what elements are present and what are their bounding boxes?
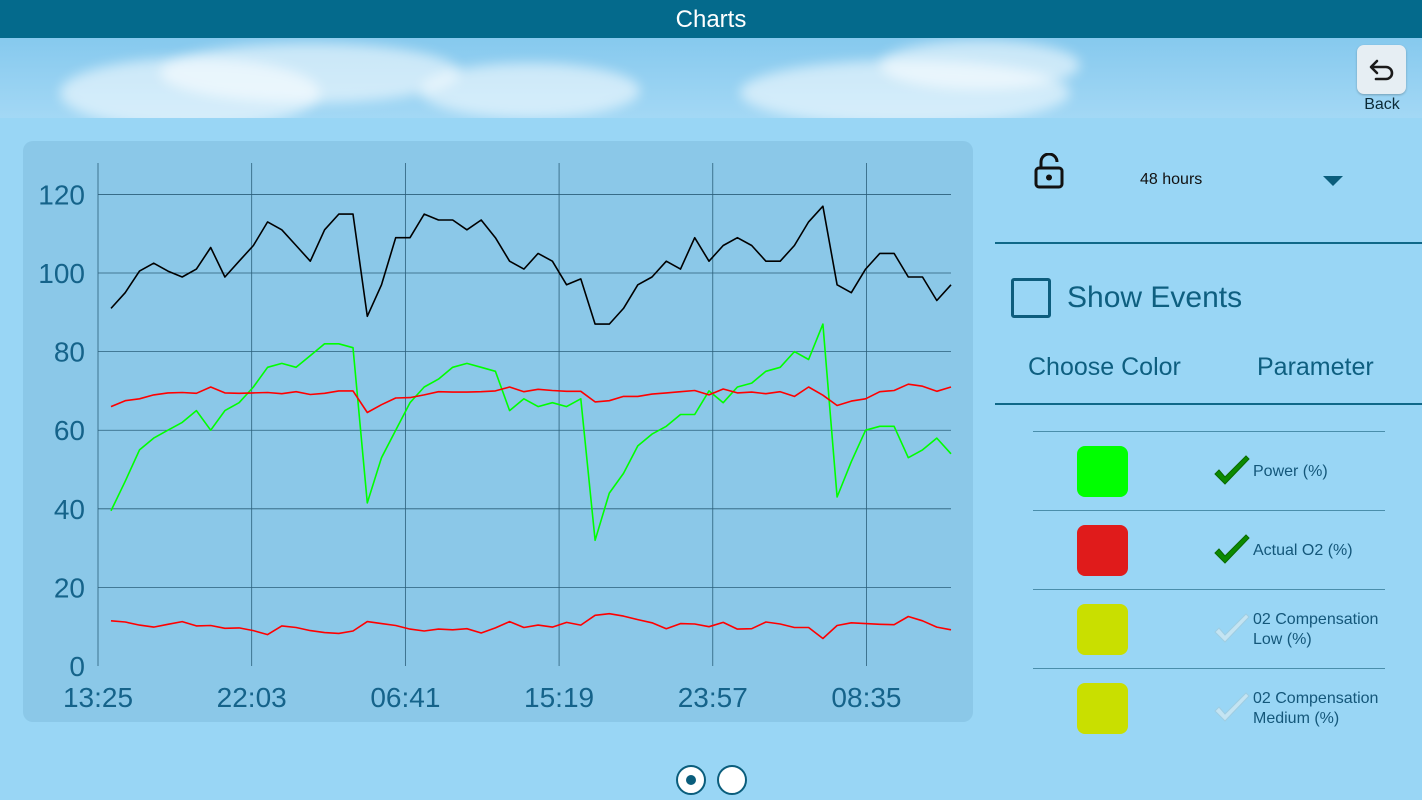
back-arrow-icon xyxy=(1369,59,1393,80)
parameter-header: Parameter xyxy=(1257,353,1374,381)
page-title: Charts xyxy=(675,6,747,33)
choose-color-header: Choose Color xyxy=(1028,353,1181,381)
sky-banner xyxy=(0,38,1422,118)
y-tick-label: 20 xyxy=(54,572,85,603)
back-button[interactable] xyxy=(1357,45,1406,94)
title-bar: Charts xyxy=(0,0,1422,38)
parameter-label: Actual O2 (%) xyxy=(1253,542,1353,559)
parameter-label: 02 Compensation Low (%) xyxy=(1253,611,1379,648)
x-tick-label: 23:57 xyxy=(678,682,748,713)
checkmark-icon[interactable] xyxy=(1212,612,1252,648)
page-dot-1[interactable] xyxy=(676,765,706,795)
parameter-row: 02 Compensation Medium (%) xyxy=(1033,668,1385,747)
y-tick-label: 120 xyxy=(38,179,85,210)
color-swatch[interactable] xyxy=(1077,525,1128,576)
series-line-1 xyxy=(110,205,952,325)
checkmark-icon[interactable] xyxy=(1212,691,1252,727)
back-label: Back xyxy=(1364,96,1400,113)
x-tick-label: 22:03 xyxy=(217,682,287,713)
parameter-label: Power (%) xyxy=(1253,463,1328,480)
page-indicator xyxy=(674,765,748,795)
series-line-2 xyxy=(110,323,952,542)
color-swatch[interactable] xyxy=(1077,683,1128,734)
color-swatch[interactable] xyxy=(1077,604,1128,655)
time-range-dropdown[interactable]: 48 hours xyxy=(1090,160,1372,200)
series-line-4 xyxy=(110,612,952,640)
checkmark-icon[interactable] xyxy=(1212,454,1252,490)
y-tick-label: 100 xyxy=(38,258,85,289)
divider xyxy=(995,242,1422,244)
parameter-row: Power (%) xyxy=(1033,431,1385,510)
unlock-icon[interactable] xyxy=(1033,153,1067,189)
chevron-down-icon xyxy=(1323,176,1343,186)
x-tick-label: 06:41 xyxy=(370,682,440,713)
y-tick-label: 60 xyxy=(54,415,85,446)
y-tick-label: 40 xyxy=(54,494,85,525)
divider xyxy=(995,403,1422,405)
x-tick-label: 13:25 xyxy=(63,682,133,713)
parameter-row: Actual O2 (%) xyxy=(1033,510,1385,589)
chart-panel: 0 20 40 60 80 100 120 13:25 22:03 06:41 15:19 23:57… xyxy=(23,141,973,722)
time-range-value: 48 hours xyxy=(1140,171,1203,188)
color-swatch[interactable] xyxy=(1077,446,1128,497)
y-tick-label: 80 xyxy=(54,337,85,368)
checkmark-icon[interactable] xyxy=(1212,533,1252,569)
show-events-label: Show Events xyxy=(1067,281,1243,314)
series-line-3 xyxy=(110,383,952,414)
line-chart: 0 20 40 60 80 100 120 13:25 22:03 06:41 15:19 23:57… xyxy=(38,163,952,713)
x-tick-label: 08:35 xyxy=(831,682,901,713)
page-dot-2[interactable] xyxy=(717,765,747,795)
show-events-checkbox[interactable] xyxy=(1011,278,1051,318)
x-tick-label: 15:19 xyxy=(524,682,594,713)
parameter-row: 02 Compensation Low (%) xyxy=(1033,589,1385,668)
parameter-label: 02 Compensation Medium (%) xyxy=(1253,690,1379,727)
y-tick-label: 0 xyxy=(69,651,85,682)
